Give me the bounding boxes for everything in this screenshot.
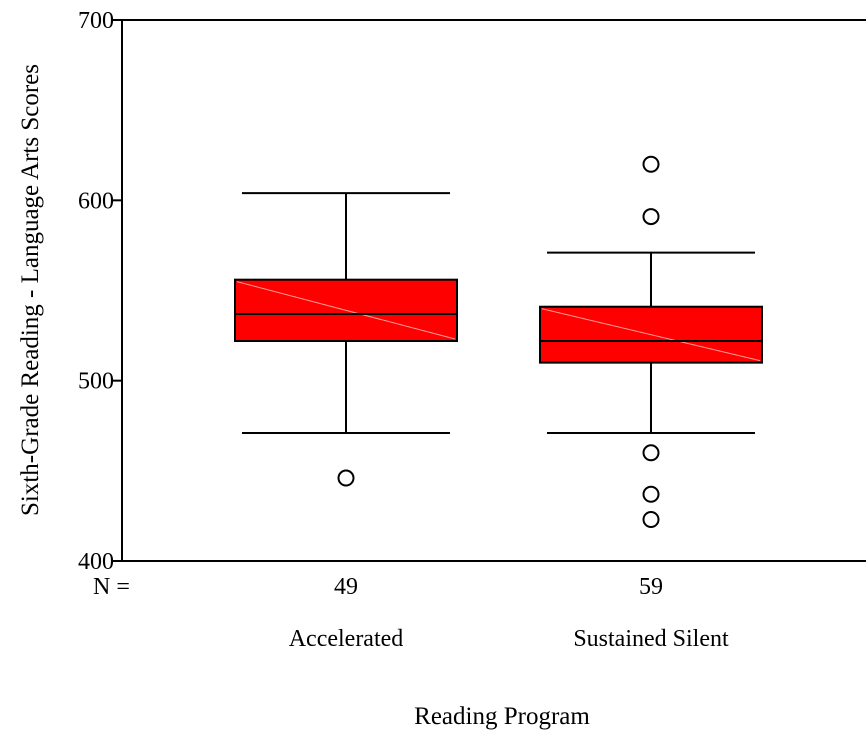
- y-tick-label: 600: [78, 188, 114, 214]
- y-axis-title: Sixth-Grade Reading - Language Arts Scor…: [17, 64, 44, 516]
- plot-frame: [121, 19, 866, 562]
- outlier-point: [642, 155, 660, 173]
- y-axis: 400 500 600 700: [78, 8, 122, 575]
- category-label: Sustained Silent: [573, 626, 729, 652]
- outlier-point: [337, 469, 355, 487]
- category-label: Accelerated: [289, 626, 404, 652]
- n-label: N =: [93, 574, 130, 600]
- outlier-point: [642, 444, 660, 462]
- boxes: [234, 155, 763, 529]
- outlier-point: [642, 485, 660, 503]
- n-count-label: 59: [639, 574, 663, 600]
- outlier-point: [642, 208, 660, 226]
- box-highlight: [236, 281, 456, 340]
- category-labels: 49 Accelerated 59 Sustained Silent: [289, 574, 729, 652]
- outlier-point: [642, 511, 660, 529]
- n-count-label: 49: [334, 574, 358, 600]
- x-axis-title: Reading Program: [414, 703, 590, 730]
- box-highlight: [541, 308, 761, 362]
- y-tick-label: 400: [78, 549, 114, 575]
- box-group-1: [539, 155, 763, 529]
- box-group-0: [234, 192, 458, 487]
- y-tick-label: 500: [78, 369, 114, 395]
- y-tick-label: 700: [78, 8, 114, 34]
